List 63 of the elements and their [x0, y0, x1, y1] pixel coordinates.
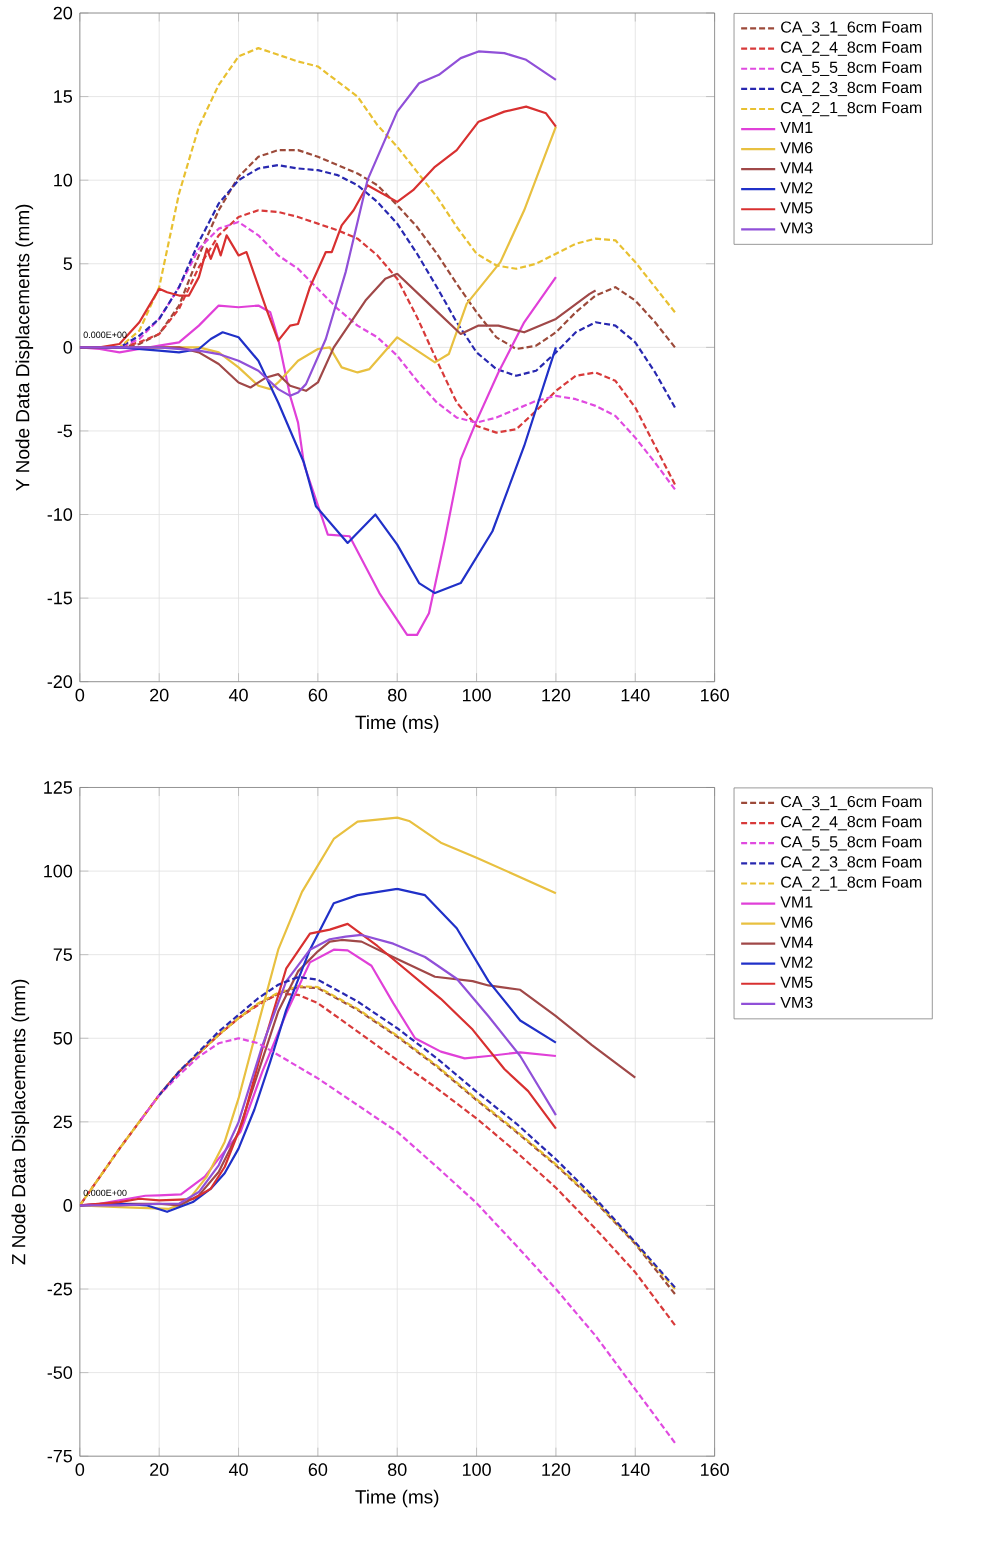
y-axis-title: Y Node Data Displacements (mm)	[15, 204, 34, 491]
legend-label: VM5	[780, 202, 813, 214]
y-tick-label: 0	[63, 340, 73, 354]
legend-label: CA_2_1_8cm Foam	[781, 101, 922, 117]
y-tick-label: -15	[47, 591, 72, 605]
legend-label: CA_5_5_8cm Foam	[781, 836, 922, 851]
x-tick-label: 0	[75, 688, 85, 702]
legend-label: CA_2_3_8cm Foam	[781, 856, 922, 871]
y-tick-label: 25	[53, 1115, 72, 1129]
y-tick-label: 0	[63, 1199, 73, 1212]
y-tick-label: 15	[54, 90, 72, 103]
legend-label: VM6	[780, 916, 813, 928]
x-tick-label: 160	[700, 688, 729, 702]
x-axis-title: Time (ms)	[355, 1489, 439, 1508]
y-tick-label: 125	[44, 781, 72, 794]
annotation: 0.000E+00	[83, 331, 127, 338]
legend-label: VM2	[780, 182, 813, 194]
x-tick-label: 0	[75, 1463, 85, 1476]
y-tick-label: -20	[47, 675, 73, 689]
y-tick-label: 5	[63, 257, 72, 271]
legend-label: CA_2_3_8cm Foam	[781, 81, 922, 97]
legend-label: CA_3_1_6cm Foam	[781, 795, 922, 811]
legend-label: CA_5_5_8cm Foam	[781, 61, 922, 76]
y-tick-label: 100	[44, 864, 73, 878]
legend-label: VM2	[780, 956, 813, 968]
x-tick-label: 100	[462, 688, 491, 702]
x-tick-label: 60	[308, 1463, 328, 1476]
x-tick-label: 120	[542, 1463, 571, 1476]
legend-label: CA_2_4_8cm Foam	[781, 41, 922, 56]
y-tick-label: 75	[53, 948, 72, 961]
x-tick-label: 60	[308, 688, 328, 702]
legend-label: VM1	[780, 122, 813, 134]
x-tick-label: 140	[621, 688, 650, 702]
legend-label: VM5	[780, 976, 813, 988]
x-tick-label: 80	[387, 688, 407, 702]
y-tick-label: 10	[54, 173, 73, 187]
x-tick-label: 140	[621, 1463, 650, 1476]
x-tick-label: 20	[150, 688, 169, 702]
legend-label: VM4	[780, 162, 813, 174]
legend-label: VM1	[780, 896, 813, 908]
x-tick-label: 80	[387, 1463, 407, 1476]
legend-label: CA_3_1_6cm Foam	[781, 21, 922, 36]
y-tick-label: -10	[47, 508, 73, 521]
x-tick-label: 40	[228, 688, 248, 702]
x-tick-label: 120	[542, 688, 571, 702]
legend-label: CA_2_1_8cm Foam	[781, 876, 922, 891]
legend-label: VM6	[780, 142, 813, 154]
legend-label: VM3	[780, 222, 813, 234]
x-tick-label: 20	[150, 1463, 169, 1476]
y-tick-label: 50	[53, 1031, 73, 1045]
y-tick-label: -25	[47, 1282, 72, 1296]
x-tick-label: 100	[462, 1463, 491, 1476]
legend-label: CA_2_4_8cm Foam	[781, 816, 922, 831]
legend-label: VM3	[780, 996, 813, 1009]
y-tick-label: -50	[47, 1366, 73, 1379]
y-tick-label: -5	[57, 424, 73, 438]
legend-label: VM4	[780, 936, 813, 948]
x-tick-label: 40	[228, 1463, 248, 1476]
y-tick-label: -75	[47, 1449, 72, 1463]
x-tick-label: 160	[700, 1463, 729, 1476]
y-axis-title: Z Node Data Displacements (mm)	[11, 979, 30, 1265]
y-tick-label: 20	[53, 6, 73, 20]
x-axis-title: Time (ms)	[355, 715, 439, 733]
